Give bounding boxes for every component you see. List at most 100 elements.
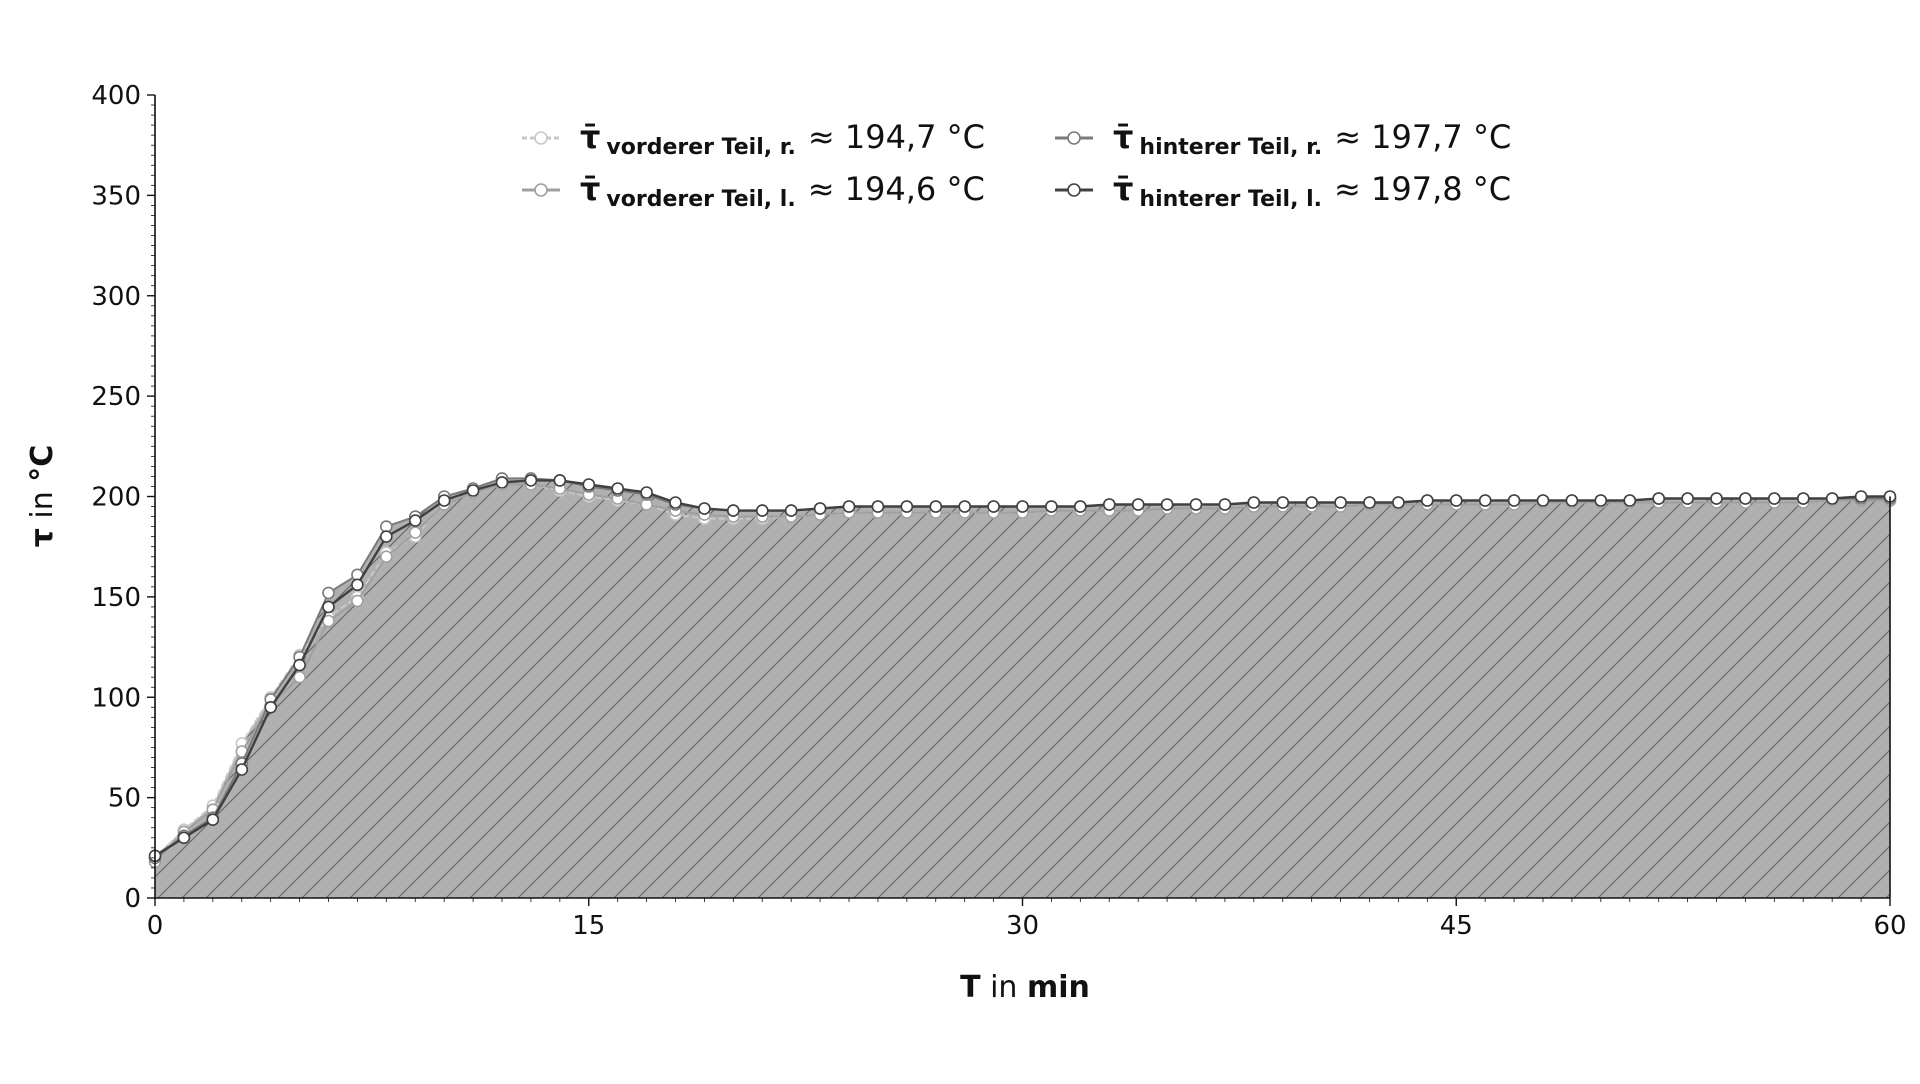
data-point — [1739, 492, 1752, 505]
data-point — [1565, 494, 1579, 507]
y-axis-title-unit: °C — [25, 445, 60, 482]
data-point — [466, 484, 480, 497]
data-point — [1710, 492, 1723, 505]
data-point — [958, 500, 972, 513]
data-point — [177, 831, 191, 845]
data-point — [408, 526, 422, 539]
data-point — [813, 502, 827, 515]
data-point — [1623, 494, 1637, 507]
data-point — [322, 600, 335, 614]
data-point — [1160, 498, 1174, 511]
series-group — [148, 472, 1897, 869]
data-point — [293, 670, 306, 684]
legend-subscript: hinterer Teil, l. — [1139, 187, 1322, 212]
data-point — [1363, 496, 1376, 509]
legend-swatch-marker — [534, 131, 548, 145]
data-point — [1016, 500, 1029, 513]
x-axis-title-unit: min — [1027, 970, 1090, 1005]
y-tick-label: 150 — [91, 583, 141, 613]
data-point — [495, 476, 509, 489]
x-axis-title-in: in — [981, 970, 1027, 1005]
data-point — [1074, 500, 1087, 513]
data-point — [1421, 494, 1434, 507]
data-point — [264, 700, 278, 714]
y-tick-label: 300 — [91, 282, 141, 312]
data-point — [524, 474, 538, 487]
data-point — [1594, 494, 1608, 507]
data-point — [379, 550, 393, 564]
data-point — [351, 578, 364, 592]
y-tick-label: 350 — [91, 181, 141, 211]
legend-swatch-marker — [534, 183, 548, 197]
legend-subscript: hinterer Teil, r. — [1139, 135, 1322, 160]
y-tick-label: 100 — [91, 683, 141, 713]
data-point — [351, 594, 364, 608]
legend-label: τ̄ hinterer Teil, l. ≈ 197,8 °C — [1113, 170, 1511, 212]
data-point — [437, 494, 451, 507]
data-point — [1218, 498, 1232, 511]
data-point — [1045, 500, 1058, 513]
data-point — [1797, 492, 1810, 505]
x-axis-title-symbol: T — [960, 970, 981, 1005]
data-point — [1276, 496, 1290, 509]
data-point — [755, 504, 769, 517]
data-point — [1392, 496, 1405, 509]
data-point — [726, 504, 740, 517]
y-axis-title-in: in — [25, 482, 60, 528]
data-point — [1768, 492, 1781, 505]
legend-entry-4: τ̄ hinterer Teil, l. ≈ 197,8 °C — [1055, 170, 1511, 212]
legend-swatch-marker — [1067, 183, 1081, 197]
data-point — [698, 502, 711, 515]
data-point — [842, 500, 856, 513]
y-axis-title-symbol: τ — [25, 528, 60, 547]
legend-symbol: τ̄ — [1113, 170, 1133, 208]
x-tick-label: 30 — [1006, 911, 1039, 941]
data-point — [1478, 494, 1492, 507]
x-tick-label: 45 — [1440, 911, 1473, 941]
legend-label: τ̄ hinterer Teil, r. ≈ 197,7 °C — [1113, 118, 1511, 160]
data-point — [1334, 496, 1347, 509]
data-point — [322, 586, 335, 600]
x-tick-label: 15 — [572, 911, 605, 941]
data-point — [1854, 490, 1868, 503]
y-tick-label: 0 — [124, 884, 141, 914]
data-point — [1103, 498, 1116, 511]
legend-value: ≈ 194,7 °C — [808, 118, 985, 156]
legend-symbol: τ̄ — [580, 118, 600, 156]
legend-subscript: vorderer Teil, r. — [606, 135, 795, 160]
area-fill-group — [155, 478, 1890, 898]
legend-entry-2: τ̄ vorderer Teil, l. ≈ 194,6 °C — [522, 170, 985, 212]
data-point — [1681, 492, 1694, 505]
data-point — [582, 478, 596, 491]
legend: τ̄ vorderer Teil, r. ≈ 194,7 °Cτ̄ vorderer … — [522, 118, 1511, 212]
x-tick-label: 0 — [147, 911, 164, 941]
legend-swatch-marker — [1067, 131, 1081, 145]
data-point — [871, 500, 885, 513]
legend-label: τ̄ vorderer Teil, r. ≈ 194,7 °C — [580, 118, 985, 160]
data-point — [987, 500, 1000, 513]
data-point — [1247, 496, 1261, 509]
data-point — [929, 500, 943, 513]
data-point — [553, 474, 567, 487]
x-tick-label: 60 — [1873, 911, 1906, 941]
legend-symbol: τ̄ — [580, 170, 600, 208]
data-point — [640, 486, 653, 499]
legend-value: ≈ 197,8 °C — [1334, 170, 1511, 208]
series-markers-4 — [148, 474, 1897, 863]
tick-group: 0 50 100 150 200 250 300 350 400 0 15 30 45 60 — [91, 81, 1906, 941]
data-point — [1507, 494, 1521, 507]
data-point — [611, 482, 625, 495]
data-point — [322, 614, 335, 628]
data-point — [408, 514, 422, 527]
x-axis-title: T in min — [960, 970, 1090, 1005]
data-point — [235, 763, 249, 776]
data-point — [1825, 492, 1839, 505]
y-axis-title: τ in °C — [25, 445, 60, 548]
data-point — [1305, 496, 1318, 509]
legend-subscript: vorderer Teil, l. — [606, 187, 795, 212]
data-point — [1536, 494, 1550, 507]
data-point — [293, 658, 306, 672]
legend-entry-3: τ̄ hinterer Teil, r. ≈ 197,7 °C — [1055, 118, 1511, 160]
legend-value: ≈ 194,6 °C — [808, 170, 985, 208]
